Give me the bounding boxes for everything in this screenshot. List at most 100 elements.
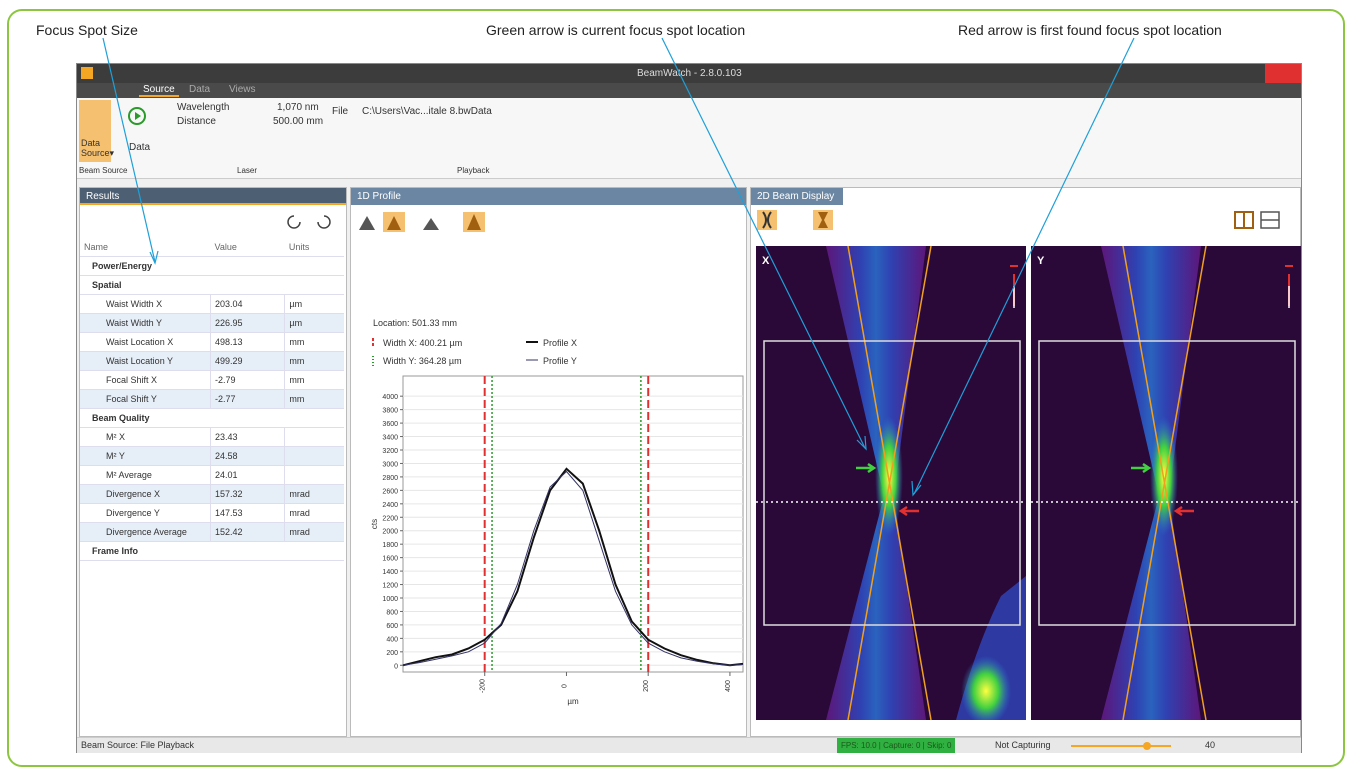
annotation: Red arrow is first found focus spot loca…: [958, 22, 1222, 38]
result-units: µm: [285, 314, 344, 333]
result-name: Waist Width X: [80, 295, 211, 314]
plot-area: [403, 376, 743, 672]
result-value: 499.29: [211, 352, 285, 371]
legend-location: Location: 501.33 mm: [373, 318, 457, 328]
panel-header: 2D Beam Display: [751, 188, 843, 205]
status-capture: Not Capturing: [995, 740, 1051, 750]
result-units: [285, 447, 344, 466]
y-tick-label: 1800: [382, 542, 398, 549]
y-tick-label: 200: [386, 650, 398, 657]
group-title: Spatial: [80, 276, 344, 295]
play-icon: [127, 106, 147, 126]
result-units: mrad: [285, 485, 344, 504]
result-value: 24.01: [211, 466, 285, 485]
status-source: Beam Source: File Playback: [81, 740, 194, 750]
result-units: mm: [285, 390, 344, 409]
button-label: Data Source▾: [81, 138, 111, 159]
legend-width-x: Width X: 400.21 µm: [383, 338, 462, 348]
result-name: Divergence X: [80, 485, 211, 504]
result-name: Waist Location Y: [80, 352, 211, 371]
legend-width-y: Width Y: 364.28 µm: [383, 356, 462, 366]
beam-images: X Y: [756, 246, 1302, 720]
speed-slider[interactable]: [1067, 740, 1177, 752]
column-header: Value: [211, 238, 285, 257]
y-tick-label: 3000: [382, 461, 398, 468]
input[interactable]: 500.00 mm: [273, 116, 323, 127]
toolbar-icons: [280, 212, 340, 232]
result-name: Focal Shift Y: [80, 390, 211, 409]
app-icon: [81, 67, 93, 79]
result-name: Waist Location X: [80, 333, 211, 352]
result-row: Divergence Y147.53mrad: [80, 504, 344, 523]
result-units: mrad: [285, 523, 344, 542]
result-name: Divergence Y: [80, 504, 211, 523]
y-tick-label: 1600: [382, 556, 398, 563]
speed-value[interactable]: 40: [1205, 740, 1215, 750]
result-value: 23.43: [211, 428, 285, 447]
y-tick-label: 0: [394, 663, 398, 670]
y-tick-label: 1000: [382, 596, 398, 603]
group-row[interactable]: Power/Energy: [80, 257, 344, 276]
y-tick-label: 800: [386, 609, 398, 616]
group-title: Beam Quality: [80, 409, 344, 428]
tab[interactable]: Source: [139, 84, 179, 97]
panel-header: Results: [80, 188, 346, 205]
result-name: M² X: [80, 428, 211, 447]
result-value: 226.95: [211, 314, 285, 333]
result-value: -2.79: [211, 371, 285, 390]
x-axis-label: µm: [567, 697, 579, 706]
file-path[interactable]: C:\Users\Vac...itale 8.bwData: [362, 106, 492, 117]
title-bar: BeamWatch - 2.8.0.103: [77, 64, 1301, 83]
y-axis-label: cts: [370, 519, 379, 529]
result-value: 24.58: [211, 447, 285, 466]
y-tick-label: 2400: [382, 502, 398, 509]
result-value: 498.13: [211, 333, 285, 352]
tab[interactable]: Data: [189, 84, 210, 95]
page: {"annotations": ["Focus Spot Size", "Gre…: [0, 0, 1352, 774]
y-tick-label: 3600: [382, 421, 398, 428]
y-tick-label: 1200: [382, 583, 398, 590]
result-units: [285, 428, 344, 447]
app-window: BeamWatch - 2.8.0.103 Source Data Views …: [76, 63, 1302, 753]
result-value: 157.32: [211, 485, 285, 504]
group-label: Beam Source: [79, 166, 127, 175]
result-name: Waist Width Y: [80, 314, 211, 333]
group-row[interactable]: Frame Info: [80, 542, 344, 561]
y-tick-label: 1400: [382, 569, 398, 576]
result-value: -2.77: [211, 390, 285, 409]
button-label: Data: [129, 142, 150, 153]
column-header: Units: [285, 238, 344, 257]
result-row: Divergence Average152.42mrad: [80, 523, 344, 542]
x-tick-label: 200: [643, 680, 650, 692]
x-tick-label: 400: [725, 680, 732, 692]
ribbon: Data Source▾ Data Wavelength 1,070 nm Di…: [77, 98, 1301, 179]
group-title: Power/Energy: [80, 257, 344, 276]
panel-header: 1D Profile: [351, 188, 746, 205]
group-row[interactable]: Spatial: [80, 276, 344, 295]
input[interactable]: 1,070 nm: [277, 102, 319, 113]
y-tick-label: 2200: [382, 515, 398, 522]
y-tick-label: 400: [386, 636, 398, 643]
column-header: Name: [80, 238, 211, 257]
y-tick-label: 3400: [382, 435, 398, 442]
y-tick-label: 4000: [382, 394, 398, 401]
group-row[interactable]: Beam Quality: [80, 409, 344, 428]
tab[interactable]: Views: [229, 84, 256, 95]
result-units: mm: [285, 333, 344, 352]
close-button[interactable]: [1265, 64, 1301, 83]
result-value: 203.04: [211, 295, 285, 314]
group-label: Laser: [237, 166, 257, 175]
status-fps: FPS: 10.0 | Capture: 0 | Skip: 0: [837, 738, 955, 753]
result-name: M² Average: [80, 466, 211, 485]
result-units: mm: [285, 352, 344, 371]
y-tick-label: 3200: [382, 448, 398, 455]
label: Distance: [177, 116, 216, 127]
result-units: µm: [285, 295, 344, 314]
x-tick-label: 0: [561, 684, 568, 688]
